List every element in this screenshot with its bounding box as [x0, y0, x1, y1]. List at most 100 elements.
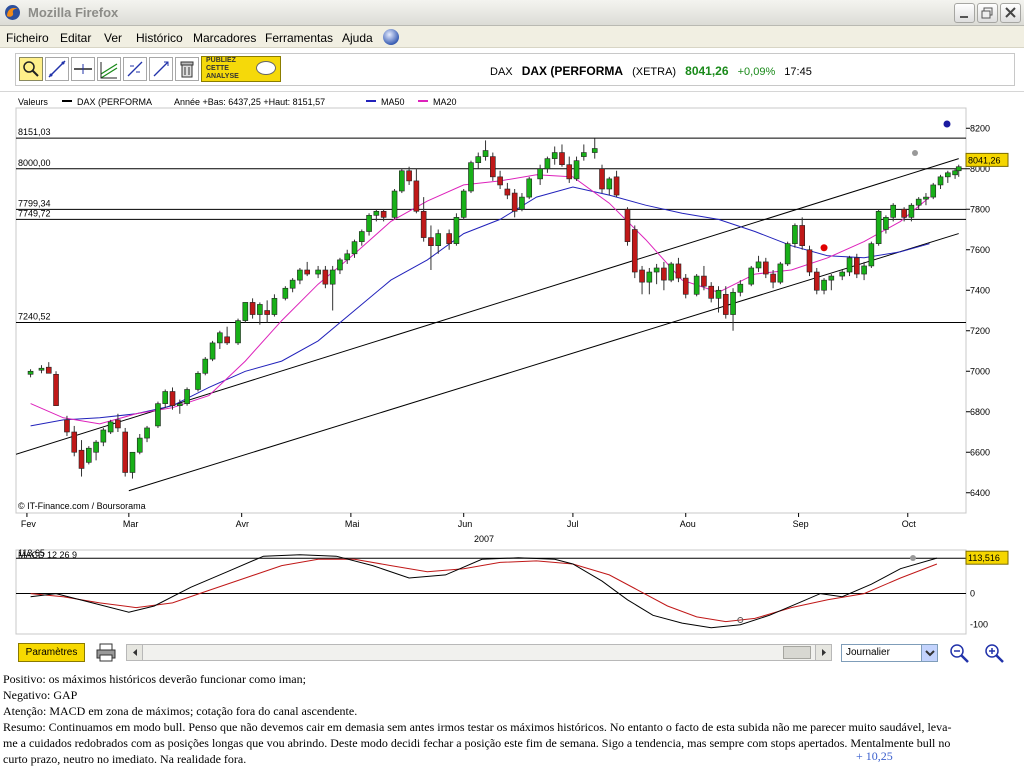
- macd-legend: MACD 12 26 9: [18, 550, 77, 560]
- menu-ver[interactable]: Ver: [104, 31, 123, 45]
- candle-up: [646, 271, 653, 283]
- close-button[interactable]: [1000, 3, 1021, 23]
- channel-line: [128, 233, 959, 492]
- last-price-label: 8041,26: [968, 155, 1001, 165]
- x-axis-year-label: 2007: [474, 534, 494, 544]
- zoom-in-button[interactable]: [983, 642, 1005, 664]
- candle-up: [129, 451, 136, 473]
- candle-down: [264, 310, 270, 315]
- zoom-out-button[interactable]: [948, 642, 970, 664]
- publish-analysis-banner[interactable]: PUBLIEZ CETTE ANALYSE: [201, 56, 281, 82]
- candle-up: [351, 241, 358, 255]
- x-tick-label-oct: Oct: [902, 519, 917, 529]
- analysis-commentary: Positivo: os máximos históricos deverão …: [3, 671, 953, 767]
- chart-horizontal-scrollbar[interactable]: [126, 644, 832, 661]
- candle-down: [901, 208, 907, 218]
- zoom-in-icon: [985, 644, 1004, 663]
- candle-up: [945, 172, 951, 178]
- chart-copyright: © IT-Finance.com / Boursorama: [18, 501, 146, 511]
- price-chart[interactable]: Valeurs DAX (PERFORMA Année +Bas: 6437,25 …: [0, 92, 1024, 640]
- y-tick-label: 7000: [970, 366, 990, 376]
- scroll-right-button[interactable]: [815, 645, 831, 660]
- draw-line-tool-button[interactable]: [45, 57, 69, 81]
- chart-area[interactable]: Valeurs DAX (PERFORMA Année +Bas: 6437,25 …: [0, 92, 1024, 640]
- restore-icon: [981, 7, 993, 19]
- quote-time: 17:45: [784, 66, 812, 78]
- candle-down: [497, 176, 503, 186]
- x-tick-label-fev: Fev: [21, 519, 37, 529]
- candle-up: [519, 196, 525, 210]
- x-tick-label-jun: Jun: [458, 519, 473, 529]
- parameters-button[interactable]: Paramètres: [18, 643, 85, 662]
- menu-marcadores[interactable]: Marcadores: [193, 31, 257, 45]
- candle-down: [249, 302, 256, 315]
- menu-ferramentas[interactable]: Ferramentas: [265, 31, 334, 45]
- print-button[interactable]: [95, 642, 117, 663]
- scroll-thumb[interactable]: [783, 646, 811, 659]
- trend-channel-tool-button[interactable]: [97, 57, 121, 81]
- candle-up: [202, 358, 209, 374]
- chevron-down-icon: [925, 650, 935, 657]
- candle-up: [748, 267, 755, 285]
- menu-historico[interactable]: Histórico: [136, 31, 183, 45]
- period-select[interactable]: Journalier: [841, 644, 938, 662]
- candle-down: [511, 192, 518, 212]
- x-tick-label-mar: Mar: [123, 519, 139, 529]
- period-dropdown-arrow[interactable]: [921, 645, 937, 661]
- scroll-left-button[interactable]: [127, 645, 143, 660]
- chart-toolbar: [0, 48, 1024, 92]
- last-price-dot: [912, 150, 918, 156]
- candle-down: [446, 233, 452, 244]
- candle-up: [271, 298, 278, 315]
- candle-up: [358, 231, 365, 242]
- candle-up: [730, 291, 736, 315]
- quote-price: 8041,26: [685, 64, 729, 78]
- candle-down: [624, 208, 631, 242]
- candle-down: [559, 152, 565, 165]
- candle-down: [813, 271, 820, 291]
- candle-up: [591, 148, 598, 153]
- candle-up: [915, 198, 922, 206]
- candle-up: [715, 289, 722, 299]
- candle-up: [930, 184, 937, 198]
- candle-up: [883, 217, 889, 230]
- candle-down: [78, 449, 85, 469]
- fibonacci-tool-button[interactable]: [123, 57, 147, 81]
- candle-down: [64, 419, 70, 433]
- candle-up: [162, 391, 169, 404]
- candle-up: [391, 190, 398, 218]
- speech-bubble-icon: [256, 61, 276, 75]
- macd-tick-label: -100: [970, 620, 988, 630]
- candle-down: [490, 156, 496, 178]
- menu-editar[interactable]: Editar: [60, 31, 92, 45]
- y-tick-label: 6800: [970, 407, 990, 417]
- fibonacci-icon: [127, 61, 143, 77]
- candle-down: [45, 366, 52, 374]
- throbber-globe-icon: [383, 29, 399, 45]
- candle-up: [482, 150, 489, 157]
- arrow-left-icon: [133, 649, 137, 656]
- menu-ficheiro[interactable]: Ficheiro: [6, 31, 49, 45]
- legend-range: Année +Bas: 6437,25 +Haut: 8151,57: [174, 97, 325, 107]
- window-title: Mozilla Firefox: [28, 5, 119, 20]
- horizontal-line-tool-button[interactable]: [71, 57, 95, 81]
- macd-value-tag: [965, 550, 1009, 565]
- candle-up: [453, 217, 460, 244]
- arrow-right-icon: [822, 649, 826, 656]
- level-label: 7749,72: [18, 208, 51, 218]
- candle-up: [777, 263, 784, 283]
- candle-down: [770, 273, 776, 283]
- vertical-line-tool-button[interactable]: [149, 57, 173, 81]
- candle-up: [551, 152, 558, 159]
- candle-down: [799, 225, 806, 246]
- period-value: Journalier: [846, 647, 890, 658]
- candle-up: [107, 421, 114, 433]
- macd-cross-marker: [737, 617, 744, 623]
- minimize-button[interactable]: [954, 3, 975, 23]
- comment-negative: Negativo: GAP: [3, 688, 78, 702]
- legend-series-name: DAX (PERFORMA: [77, 97, 152, 107]
- zoom-tool-button[interactable]: [19, 57, 43, 81]
- delete-tool-button[interactable]: [175, 57, 199, 81]
- menu-ajuda[interactable]: Ajuda: [342, 31, 373, 45]
- maximize-button[interactable]: [977, 3, 998, 23]
